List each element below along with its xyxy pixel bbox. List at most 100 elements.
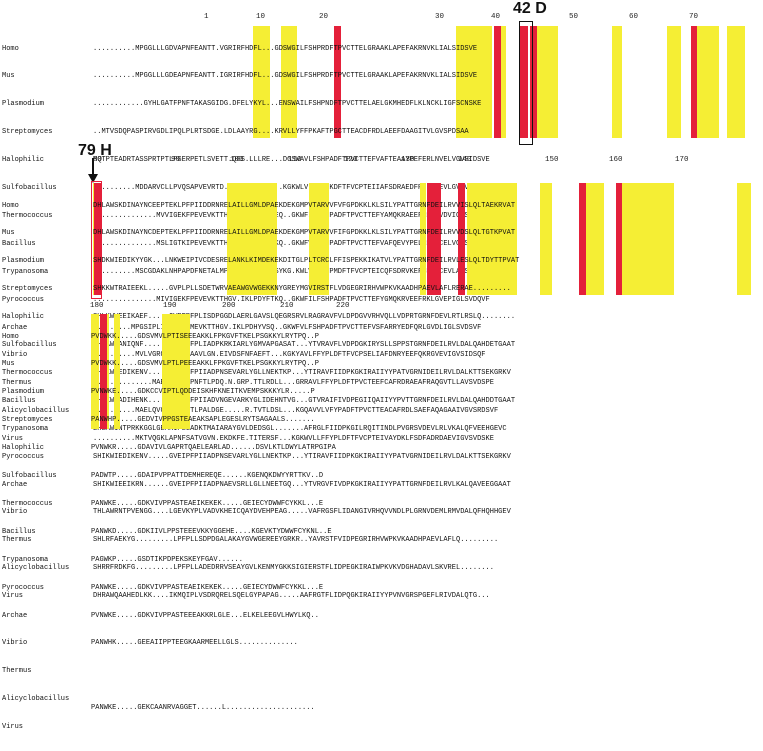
ruler-tick-label: 170 <box>675 156 689 164</box>
ruler-tick-label: 50 <box>569 13 579 21</box>
species-name: Mus <box>2 72 15 81</box>
sequence-row: SHIKWIEDIKENV.....GVEIPFPIIADPNSEVARLYGL… <box>93 368 511 377</box>
species-name: Bacillus <box>2 239 36 248</box>
species-name: Halophilic <box>2 156 45 165</box>
ruler-tick-label: 220 <box>336 302 350 310</box>
residue-42-label: 42 D <box>513 0 547 17</box>
residue-42-box <box>519 21 533 145</box>
sequence-row: ..........MVLVGRQAPDFTAAAVLGN.EIVDSFNFAE… <box>93 351 486 360</box>
species-name: Bacillus <box>2 396 36 405</box>
conserved-column-highlight <box>91 314 99 429</box>
species-name: Mus <box>2 360 15 369</box>
species-name: Homo <box>2 201 19 210</box>
sequence-row: ..MTVSDQPASPIRVGDLIPQLPLRTSDGE.LDLAAYRG.… <box>93 128 469 137</box>
sequence-row: DHLAWSKDINAYNCEEPTEKLPFPIIDDRNRELAILLGML… <box>93 201 516 210</box>
conserved-column-highlight <box>309 183 329 295</box>
sequence-row: PANWKE.....GDKVIVPPASTEAEIKEKEK.....GEIE… <box>91 499 324 508</box>
conserved-column-highlight <box>227 183 277 295</box>
sequence-row: ..............MAELVGTLAPNFTLPDQ.N.GRP.TT… <box>93 379 494 388</box>
alignment-block-1: 1 10 20 30 40 50 60 70 Homo Mus Plasmodi… <box>0 0 763 443</box>
sequence-row: ...............MVVIGEKFPEVEVKTTHGV.IKLPD… <box>93 211 490 220</box>
sequences-block-1: ..........MPGGLLLGDVAPNFEANTT.VGRIRFHDFL… <box>93 26 498 463</box>
conserved-column-highlight <box>695 26 719 138</box>
sequence-row: PADWTP.....GDAIPVPPATTDEMHEREQE......KGE… <box>91 472 324 481</box>
ruler-tick-label: 100 <box>230 156 244 164</box>
identical-column-highlight <box>579 183 586 295</box>
species-name: Vibrio <box>2 351 28 360</box>
species-name: Archae <box>2 323 28 332</box>
residue-79-label: 79 H <box>78 142 112 159</box>
ruler-tick-label: 20 <box>319 13 329 21</box>
species-name: Vibrio <box>2 639 28 648</box>
conserved-column-highlight <box>281 26 297 138</box>
ruler-tick-label: 120 <box>344 156 358 164</box>
sequence-row: ..........MAELQVGTDAPNFTLPALDGE.....R.TV… <box>93 407 499 416</box>
species-name: Homo <box>2 44 19 53</box>
sequence-row: PVNWKR.....GDAVIVLGAPRTQAELEARLAD......D… <box>91 444 336 453</box>
ruler-tick-label: 150 <box>545 156 559 164</box>
sequence-row: PVDWKK.....GDSVMVLPTISEEEAKKLFPKGVFTKELP… <box>91 332 319 341</box>
species-name: Streptomyces <box>2 285 53 294</box>
sequence-row: SHKKWTRAIEEKL.....GVPLPLLSDETWRVAEAWGVWG… <box>93 285 511 294</box>
ruler-tick-label: 130 <box>401 156 415 164</box>
conserved-column-highlight <box>456 26 492 138</box>
ruler-tick-label: 140 <box>458 156 472 164</box>
species-name: Plasmodium <box>2 388 45 397</box>
ruler-tick-label: 180 <box>90 302 104 310</box>
species-name: Virus <box>2 723 24 732</box>
conserved-column-highlight <box>584 183 604 295</box>
species-name: Thermococcus <box>2 499 53 508</box>
species-name: Pyrococcus <box>2 583 45 592</box>
ruler-tick-label: 60 <box>629 13 639 21</box>
residue-79-box <box>91 181 102 299</box>
species-name: Thermus <box>2 667 32 676</box>
identical-column-highlight <box>100 314 107 429</box>
identical-column-highlight <box>334 26 341 138</box>
sequences-block-3: PVDWKK.....GDSVMVLPTISEEEAKKLFPKGVFTKELP… <box>91 314 336 732</box>
species-name: Bacillus <box>2 527 36 536</box>
sequence-row: DHLAWSKDINAYNCDEPTEKLPFPIIDDRNRELAILLGML… <box>93 229 516 238</box>
species-name: Plasmodium <box>2 100 45 109</box>
species-name: Halophilic <box>2 313 45 322</box>
sequence-row: MQTPTEADRTASSPRTPTLPGERPETLSVETT.QGS.LLL… <box>93 156 490 165</box>
species-names-block-1: Homo Mus Plasmodium Streptomyces Halophi… <box>2 26 69 463</box>
species-name: Halophilic <box>2 444 45 453</box>
identical-column-highlight <box>427 183 441 295</box>
alignment-block-3: 180 190 200 210 220 Homo Mus Plasmodium … <box>0 298 763 731</box>
species-name: Trypanosoma <box>2 267 49 276</box>
ruler-tick-label: 160 <box>609 156 623 164</box>
identical-column-highlight <box>616 183 622 295</box>
species-name: Thermococcus <box>2 211 53 220</box>
species-name: Archae <box>2 611 28 620</box>
identical-column-highlight <box>691 26 697 138</box>
conserved-column-highlight <box>612 26 622 138</box>
ruler-block-2: 80 90 100 110 120 130 140 150 160 170 <box>0 156 763 166</box>
ruler-tick-label: 40 <box>491 13 501 21</box>
ruler-block-3: 180 190 200 210 220 <box>0 302 763 312</box>
sequence-row: PANWKE.....GDKVIVPPASTEAEIKEKEK.....GEIE… <box>91 583 324 592</box>
sequence-row: ..........MSCGDAKLNHPAPDFNETALMPNGT.FKKV… <box>93 267 490 276</box>
identical-column-highlight <box>458 183 465 295</box>
sequence-row: SHDAWQANIQNF.....GVQFPLFPLIADPKRKIARLYGM… <box>93 341 516 350</box>
conserved-column-highlight <box>253 26 270 138</box>
ruler-tick-label: 10 <box>256 13 266 21</box>
species-name: Pyrococcus <box>2 295 45 304</box>
ruler-tick-label: 80 <box>93 156 103 164</box>
sequence-row: PANWHP.....GEDVIVPPGSTEAEAKSAPLEGESLRYTS… <box>91 416 315 425</box>
sequence-row: PVNWKE.....GDKCCVIPTLQDDEISKHFKNEITKVEMP… <box>91 388 315 397</box>
sequence-row: ..........MPGGLLLGDVAPNFEANTT.VGRIRFHDFL… <box>93 44 478 53</box>
conserved-column-highlight <box>727 26 745 138</box>
alignment-block-2: 79 H 80 90 100 110 120 130 140 150 160 1… <box>0 140 763 600</box>
species-name: Sulfobacillus <box>2 184 57 193</box>
sequence-row: SHLKWVADIHENK.....GIEIPFPIIADVNGEVARKYGL… <box>93 396 516 405</box>
ruler-block-1: 1 10 20 30 40 50 60 70 <box>0 13 763 23</box>
identical-column-highlight <box>520 26 528 138</box>
ruler-tick-label: 90 <box>171 156 181 164</box>
sequence-row: ..........MPGGLLLGDEAPNFEANTT.IGRIRFHDFL… <box>93 72 478 81</box>
sequence-row: .........MPGSIPLIGERFPEMEVKTTHGV.IKLPDHY… <box>93 323 482 332</box>
sequence-row: PAGWKP.....GSDTIKPDPEKSKEYFGAV...... <box>91 555 243 564</box>
identical-column-highlight <box>94 183 101 295</box>
species-name: Alicyclobacillus <box>2 695 70 704</box>
conserved-column-highlight <box>420 183 426 295</box>
conserved-column-highlight <box>114 314 120 429</box>
